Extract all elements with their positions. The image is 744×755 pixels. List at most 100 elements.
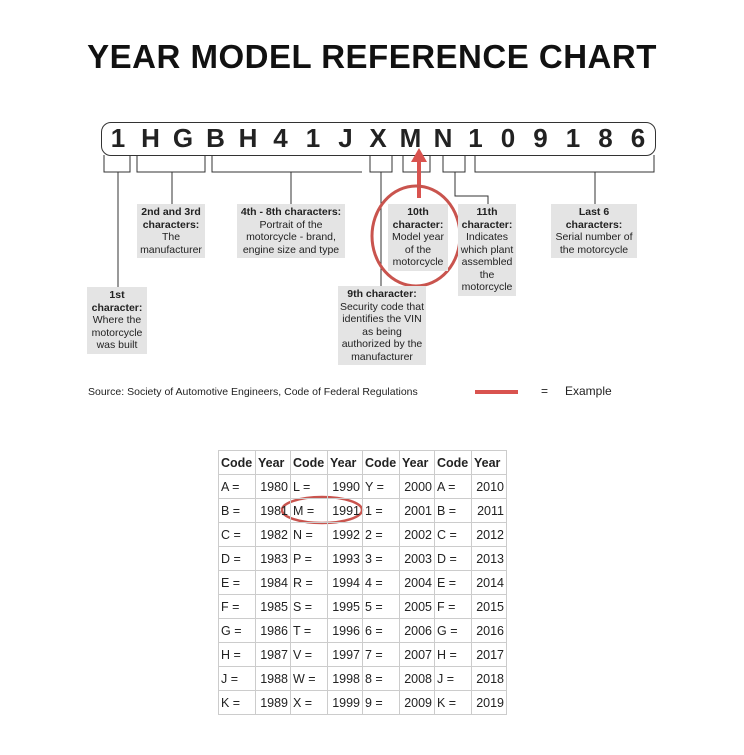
bracket-11th (442, 155, 489, 204)
code-cell: M = (290, 498, 328, 523)
vin-character: H (238, 123, 258, 153)
table-row: E = 1984 R = 1994 4 = 2004 E = 2014 (218, 570, 507, 595)
code-cell: 9 = (362, 690, 400, 715)
year-cell: 1994 (327, 570, 363, 595)
bracket-2nd-3rd (136, 155, 206, 204)
table-row: F = 1985 S = 1995 5 = 2005 F = 2015 (218, 594, 507, 619)
vin-character: N (433, 123, 453, 153)
code-cell: G = (434, 618, 472, 643)
vin-character: 8 (598, 123, 613, 153)
table-row: G = 1986 T = 1996 6 = 2006 G = 2016 (218, 618, 507, 643)
column-header: Code (434, 450, 472, 475)
vin-character: G (172, 123, 194, 153)
year-code-table: Code Year Code Year Code Year Code Year A = 1980… (218, 450, 507, 715)
example-arrow (411, 148, 427, 198)
year-cell: 2007 (399, 642, 435, 667)
vin-character: 0 (500, 123, 516, 153)
code-cell: 8 = (362, 666, 400, 691)
code-cell: K = (434, 690, 472, 715)
table-row: J = 1988 W = 1998 8 = 2008 J = 2018 (218, 666, 507, 691)
year-cell: 2005 (399, 594, 435, 619)
code-cell: 4 = (362, 570, 400, 595)
column-header: Year (327, 450, 363, 475)
code-cell: X = (290, 690, 328, 715)
vin-character: 1 (565, 123, 581, 153)
code-cell: G = (218, 618, 256, 643)
vin-character: B (206, 123, 225, 153)
bracket-last-6 (474, 155, 655, 204)
year-cell: 2018 (471, 666, 507, 691)
year-cell: 2014 (471, 570, 507, 595)
year-cell: 2002 (399, 522, 435, 547)
year-cell: 1999 (327, 690, 363, 715)
year-cell: 1986 (255, 618, 291, 643)
year-cell: 2011 (471, 498, 507, 523)
year-cell: 1985 (255, 594, 291, 619)
page-title: YEAR MODEL REFERENCE CHART (87, 38, 657, 75)
vin-character: 6 (630, 123, 646, 153)
legend-equals: = (541, 384, 549, 398)
year-cell: 1993 (327, 546, 363, 571)
vin-character: 1 (110, 123, 126, 153)
year-cell: 1991 (327, 498, 363, 523)
vin-character: J (338, 123, 353, 153)
code-cell: D = (218, 546, 256, 571)
code-cell: W = (290, 666, 328, 691)
bracket-4th-8th (211, 155, 362, 204)
year-cell: 2016 (471, 618, 507, 643)
code-cell: S = (290, 594, 328, 619)
year-cell: 2008 (399, 666, 435, 691)
year-cell: 1983 (255, 546, 291, 571)
code-cell: R = (290, 570, 328, 595)
year-cell: 2015 (471, 594, 507, 619)
column-header: Code (290, 450, 328, 475)
label-1st: 1st character: Where the motorcycle was b… (87, 287, 147, 354)
column-header: Year (255, 450, 291, 475)
year-cell: 2012 (471, 522, 507, 547)
year-cell: 1980 (255, 474, 291, 499)
year-cell: 1992 (327, 522, 363, 547)
year-cell: 1988 (255, 666, 291, 691)
code-cell: F = (434, 594, 472, 619)
code-cell: 5 = (362, 594, 400, 619)
legend-example-label: Example (565, 384, 612, 398)
code-cell: T = (290, 618, 328, 643)
year-cell: 2006 (399, 618, 435, 643)
vin-character: M (399, 123, 422, 153)
code-cell: 6 = (362, 618, 400, 643)
vin-character: X (369, 123, 387, 153)
code-cell: 3 = (362, 546, 400, 571)
code-cell: F = (218, 594, 256, 619)
table-row: K = 1989 X = 1999 9 = 2009 K = 2019 (218, 690, 507, 715)
year-cell: 1987 (255, 642, 291, 667)
vin-character: 4 (273, 123, 288, 153)
code-cell: 1 = (362, 498, 400, 523)
code-cell: A = (434, 474, 472, 499)
year-cell: 2017 (471, 642, 507, 667)
year-cell: 1998 (327, 666, 363, 691)
code-cell: J = (218, 666, 256, 691)
code-cell: A = (218, 474, 256, 499)
year-cell: 1990 (327, 474, 363, 499)
year-cell: 2013 (471, 546, 507, 571)
code-cell: E = (218, 570, 256, 595)
label-11th: 11th character: Indicates which plant ass… (458, 204, 516, 296)
table-row: A = 1980 L = 1990 Y = 2000 A = 2010 (218, 474, 507, 499)
code-cell: B = (218, 498, 256, 523)
code-cell: H = (218, 642, 256, 667)
bracket-1st (103, 155, 131, 287)
label-10th: 10th character: Model year of the motorcy… (388, 204, 448, 271)
year-cell: 2009 (399, 690, 435, 715)
column-header: Code (218, 450, 256, 475)
vin-character: 1 (468, 123, 483, 153)
code-cell: K = (218, 690, 256, 715)
label-4th-8th: 4th - 8th characters: Portrait of the mot… (237, 204, 345, 258)
year-cell: 1996 (327, 618, 363, 643)
code-cell: H = (434, 642, 472, 667)
vin-character: 1 (305, 123, 321, 153)
table-row: C = 1982 N = 1992 2 = 2002 C = 2012 (218, 522, 507, 547)
source-note: Source: Society of Automotive Engineers,… (88, 386, 418, 398)
label-2nd-3rd: 2nd and 3rd characters: The manufacturer (137, 204, 205, 258)
year-cell: 2004 (399, 570, 435, 595)
